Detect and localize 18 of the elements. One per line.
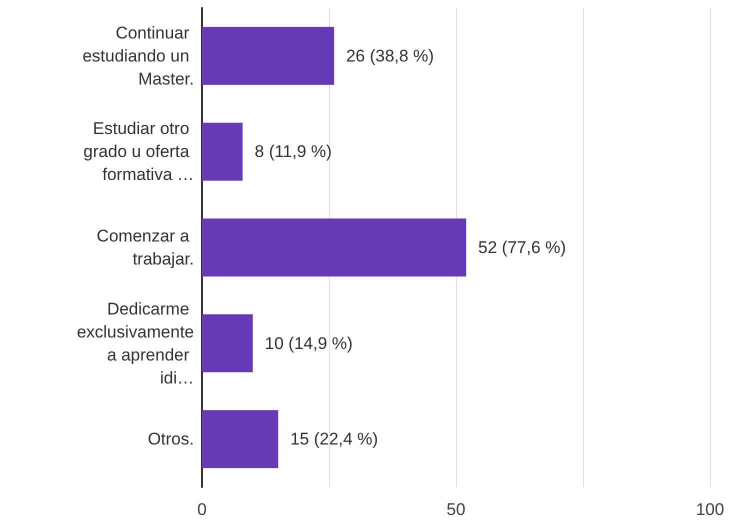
data-label: 26 (38,8 %) <box>346 46 434 66</box>
data-label: 10 (14,9 %) <box>264 334 353 353</box>
x-tick-label: 50 <box>446 500 466 519</box>
y-tick-label: Dedicarme exclusivamente a aprender idi… <box>76 299 194 388</box>
bar <box>202 410 278 468</box>
x-tick-label: 0 <box>197 500 207 519</box>
data-label: 52 (77,6 %) <box>478 238 566 257</box>
bar <box>202 314 253 372</box>
y-tick-label: Estudiar otro grado u oferta formativa … <box>83 119 194 184</box>
bar <box>202 122 243 181</box>
data-label: 8 (11,9 %) <box>254 142 332 162</box>
y-tick-label: Otros. <box>148 430 194 449</box>
data-label: 15 (22,4 %) <box>290 430 378 449</box>
x-tick-label: 100 <box>696 500 724 519</box>
y-tick-label: Comenzar a trabajar. <box>96 226 194 268</box>
bar <box>202 26 334 85</box>
bar <box>202 218 466 276</box>
y-tick-label: Continuar estudiando un Master. <box>82 23 194 88</box>
